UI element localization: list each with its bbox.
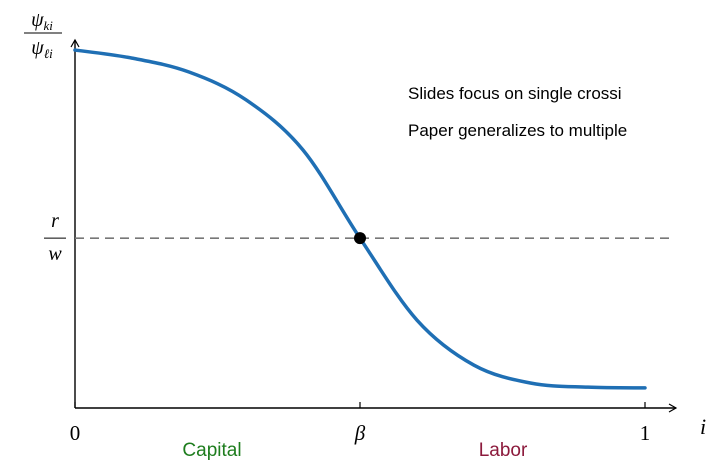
y-label-sub: ki [44, 18, 54, 33]
y-axis-label: ψki ψℓi [24, 9, 62, 61]
x-tick-label: β [354, 421, 366, 445]
y-label-base: ψ [31, 9, 44, 31]
annotation: Slides focus on single crossi [408, 84, 622, 103]
x-tick-label: 1 [640, 421, 651, 445]
region-label: Labor [479, 440, 528, 461]
region-label: Capital [182, 440, 241, 461]
y-tick-label: w [48, 243, 62, 265]
y-label-sub: ℓi [44, 46, 53, 61]
x-axis-label: i [700, 414, 706, 439]
crossing-point [354, 232, 366, 245]
y-tick-label: r [51, 210, 59, 232]
annotation: Paper generalizes to multiple [408, 121, 627, 140]
y-label-denominator: ψℓi [31, 37, 53, 61]
x-tick-label: 0 [70, 421, 81, 445]
y-label-base: ψ [31, 37, 44, 59]
y-label-numerator: ψki [31, 9, 53, 33]
